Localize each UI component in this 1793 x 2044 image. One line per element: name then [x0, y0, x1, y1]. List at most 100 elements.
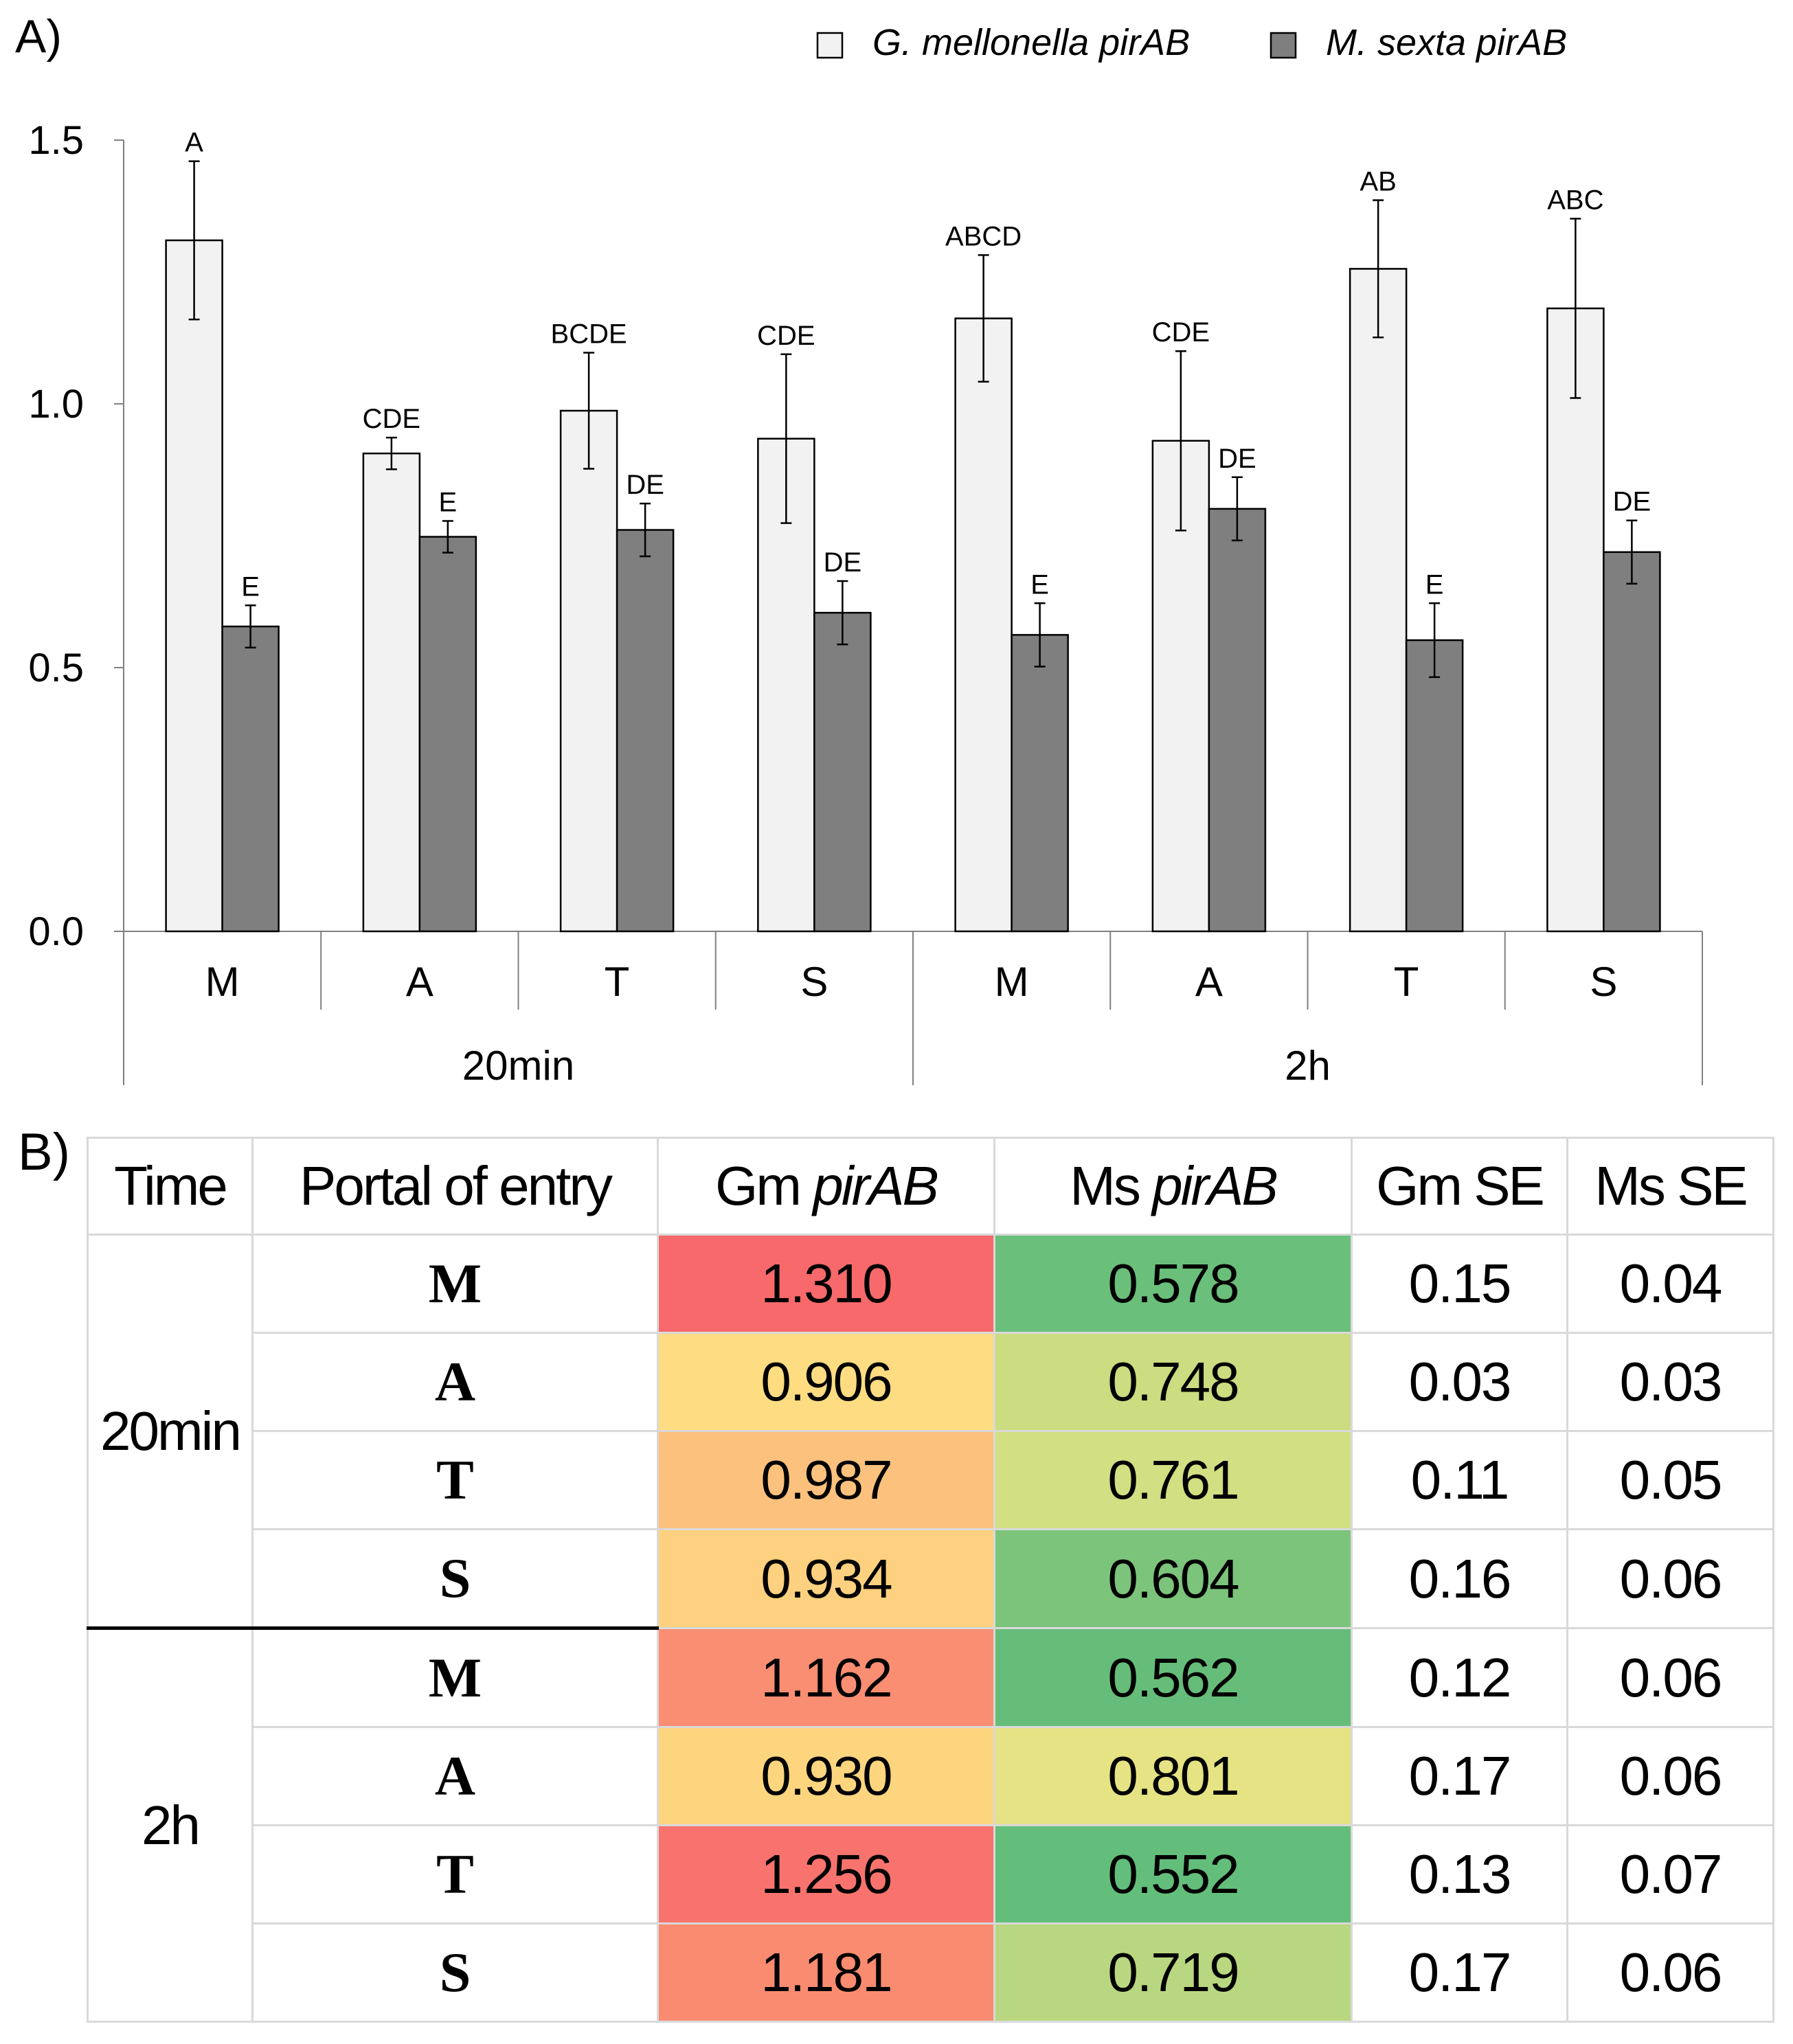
gm-pirab-cell: 0.930: [657, 1726, 995, 1826]
ms-pirab-cell: 0.552: [993, 1824, 1353, 1924]
y-tick-label: 0.0: [28, 909, 84, 954]
table-row: 2h M 1.162 0.562 0.12 0.06: [87, 1626, 1774, 2023]
x-tick-label: T: [605, 959, 630, 1005]
gm-pirab-cell: 1.181: [657, 1922, 995, 2023]
table-body: 20min M 1.310 0.578 0.15 0.04 A 0.906 0.748 0.03 0…: [87, 1234, 1774, 2023]
significance-letter: ABCD: [945, 221, 1022, 251]
time-cell: 2h: [87, 1626, 253, 2023]
ms-se-cell: 0.06: [1566, 1528, 1774, 1629]
results-table: Time Portal of entry Gm pirAB Ms pirAB G…: [87, 1137, 1774, 2023]
ms-se-cell: 0.06: [1566, 1922, 1774, 2023]
significance-letter: DE: [1613, 487, 1651, 517]
header-ms-gene: pirAB: [1152, 1155, 1278, 1216]
chart-legend: G. mellonella pirAB M. sexta pirAB: [816, 22, 1567, 63]
gm-se-cell: 0.12: [1351, 1627, 1568, 1728]
significance-letter: BCDE: [551, 319, 627, 350]
table-row: A 0.930 0.801 0.17 0.06: [88, 1726, 1774, 1826]
gm-se-cell: 0.15: [1351, 1234, 1568, 1334]
x-group-label: 2h: [1285, 1043, 1331, 1089]
gm-pirab-cell: 0.906: [657, 1332, 995, 1432]
significance-letter: CDE: [757, 321, 815, 351]
x-group-label: 20min: [462, 1043, 574, 1089]
panel-b-label: B): [18, 1123, 70, 1181]
gm-pirab-cell: 1.162: [657, 1627, 995, 1728]
gm-pirab-cell: 0.987: [657, 1430, 995, 1530]
bar: [813, 611, 872, 933]
legend-label: M. sexta pirAB: [1326, 22, 1567, 63]
ms-pirab-cell: 0.761: [993, 1430, 1353, 1530]
portal-cell: A: [251, 1726, 659, 1826]
bar: [1546, 307, 1605, 933]
header-ms-pirab: Ms pirAB: [993, 1137, 1353, 1236]
bar: [1208, 508, 1267, 933]
chart-axes: 0.0 0.5 1.0 1.5 M A T S M A T S 20min 2h: [28, 118, 1703, 1089]
time-cell: 20min: [87, 1234, 253, 1629]
gm-se-cell: 0.17: [1351, 1726, 1568, 1826]
header-ms-prefix: Ms: [1070, 1155, 1153, 1216]
bar: [559, 409, 618, 933]
header-gm-gene: pirAB: [813, 1155, 939, 1216]
bar: [1603, 551, 1661, 933]
ms-se-cell: 0.06: [1566, 1627, 1774, 1728]
bar: [221, 625, 280, 933]
significance-letter: E: [241, 571, 260, 602]
gm-se-cell: 0.17: [1351, 1922, 1568, 2023]
table-row: 20min M 1.310 0.578 0.15 0.04: [87, 1234, 1774, 1629]
significance-letter: AB: [1360, 167, 1396, 197]
header-ms-se: Ms SE: [1566, 1137, 1774, 1236]
y-tick-label: 1.5: [28, 118, 84, 163]
x-tick-label: A: [1195, 959, 1223, 1005]
significance-letter: CDE: [1152, 317, 1210, 348]
ms-se-cell: 0.07: [1566, 1824, 1774, 1924]
portal-cell: T: [251, 1430, 659, 1530]
bar: [616, 529, 675, 933]
x-tick-label: A: [406, 959, 433, 1005]
portal-cell: S: [251, 1922, 659, 2023]
bar-chart: A) G. mellonella pirAB M. sexta pirAB 0.0…: [15, 10, 1703, 1089]
table-row: T 0.987 0.761 0.11 0.05: [88, 1430, 1774, 1530]
ms-pirab-cell: 0.578: [993, 1234, 1353, 1334]
significance-letter: E: [1425, 569, 1444, 600]
chart-marks: A CDE BCDE CDE ABCD CDE AB ABC E E DE DE E DE E DE: [165, 128, 1661, 933]
gm-pirab-cell: 1.310: [657, 1234, 995, 1334]
gm-se-cell: 0.11: [1351, 1430, 1568, 1530]
x-tick-label: S: [800, 959, 828, 1005]
ms-pirab-cell: 0.801: [993, 1726, 1353, 1826]
legend-swatch: [1270, 32, 1297, 59]
gm-se-cell: 0.16: [1351, 1528, 1568, 1629]
portal-cell: M: [251, 1626, 659, 1728]
significance-letter: E: [1030, 569, 1049, 600]
x-tick-label: M: [205, 959, 240, 1005]
ms-pirab-cell: 0.748: [993, 1332, 1353, 1432]
significance-letter: CDE: [363, 404, 420, 434]
portal-cell: M: [251, 1234, 659, 1334]
x-tick-label: M: [995, 959, 1029, 1005]
table-row: S 1.181 0.719 0.17 0.06: [88, 1922, 1774, 2023]
bar: [1405, 639, 1464, 933]
panel-a-label: A): [15, 10, 62, 63]
x-tick-label: S: [1590, 959, 1617, 1005]
gm-se-cell: 0.13: [1351, 1824, 1568, 1924]
gm-pirab-cell: 0.934: [657, 1528, 995, 1629]
legend-swatch: [816, 32, 844, 59]
y-tick-label: 0.5: [28, 646, 84, 690]
table-row: A 0.906 0.748 0.03 0.03: [88, 1332, 1774, 1432]
significance-letter: ABC: [1547, 185, 1603, 215]
significance-letter: A: [185, 128, 203, 158]
significance-letter: E: [439, 487, 458, 517]
y-tick-label: 1.0: [28, 382, 84, 427]
header-gm-prefix: Gm: [715, 1155, 813, 1216]
x-tick-label: T: [1394, 959, 1419, 1005]
ms-se-cell: 0.03: [1566, 1332, 1774, 1432]
bar: [1349, 268, 1408, 933]
legend-label: G. mellonella pirAB: [872, 22, 1190, 63]
ms-se-cell: 0.04: [1566, 1234, 1774, 1334]
bar: [165, 239, 223, 933]
header-time: Time: [87, 1137, 253, 1236]
header-portal: Portal of entry: [251, 1137, 659, 1236]
portal-cell: S: [251, 1528, 659, 1629]
table-header-row: Time Portal of entry Gm pirAB Ms pirAB G…: [87, 1137, 1774, 1236]
table-row: S 0.934 0.604 0.16 0.06: [88, 1528, 1774, 1629]
gm-pirab-cell: 1.256: [657, 1824, 995, 1924]
portal-cell: T: [251, 1824, 659, 1924]
